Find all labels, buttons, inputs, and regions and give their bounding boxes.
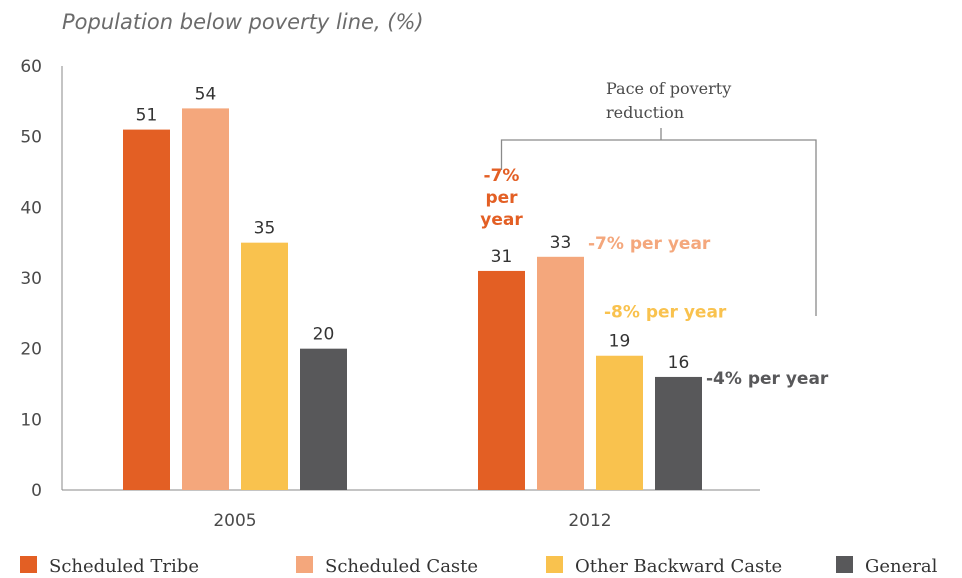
y-tick-label: 0 [31, 481, 42, 501]
bar-scheduled-caste-2012 [537, 256, 584, 490]
y-tick-label: 50 [20, 128, 42, 148]
data-label: 35 [254, 219, 276, 239]
bracket-line [500, 139, 817, 316]
data-label: 51 [136, 106, 158, 126]
bar-general-2012 [655, 376, 702, 490]
legend-label: General [865, 556, 938, 577]
axes: 0 10 20 30 40 50 60 2005 2012 [20, 57, 760, 531]
y-tick-label: 30 [20, 269, 42, 289]
rate-label: -4% per year [706, 369, 829, 389]
bar-general-2005 [300, 348, 347, 490]
rate-label: year [480, 210, 523, 230]
legend-label: Scheduled Tribe [49, 556, 199, 577]
annotation-label: reduction [606, 103, 684, 122]
chart-title: Population below poverty line, (%) [62, 10, 424, 34]
bar-other-backward-caste-2012 [596, 355, 643, 490]
data-label: 20 [313, 325, 335, 345]
bars: 51 54 35 20 31 33 19 16 [123, 84, 702, 491]
data-label: 16 [668, 353, 690, 373]
y-tick-label: 40 [20, 198, 42, 218]
legend-swatch [546, 556, 563, 573]
bar-scheduled-tribe-2012 [478, 270, 525, 490]
y-tick-label: 10 [20, 410, 42, 430]
data-label: 31 [491, 247, 513, 267]
legend-swatch [296, 556, 313, 573]
rate-label: -7% [484, 166, 520, 186]
bar-scheduled-tribe-2005 [123, 129, 170, 490]
legend-swatch [836, 556, 853, 573]
bar-scheduled-caste-2005 [182, 108, 229, 491]
legend: Scheduled Tribe Scheduled Caste Other Back… [20, 556, 938, 577]
y-tick-label: 20 [20, 340, 42, 360]
y-tick-label: 60 [20, 57, 42, 77]
legend-label: Other Backward Caste [575, 556, 782, 577]
data-label: 19 [609, 332, 631, 352]
annotation-label: Pace of poverty [606, 79, 731, 98]
legend-label: Scheduled Caste [325, 556, 478, 577]
bar-other-backward-caste-2005 [241, 242, 288, 490]
rate-label: per [485, 188, 518, 208]
data-label: 33 [550, 233, 572, 253]
rate-label: -7% per year [588, 234, 711, 254]
data-label: 54 [195, 84, 217, 104]
legend-swatch [20, 556, 37, 573]
x-tick-label: 2005 [213, 511, 256, 531]
rate-label: -8% per year [604, 303, 727, 323]
x-tick-label: 2012 [568, 511, 611, 531]
